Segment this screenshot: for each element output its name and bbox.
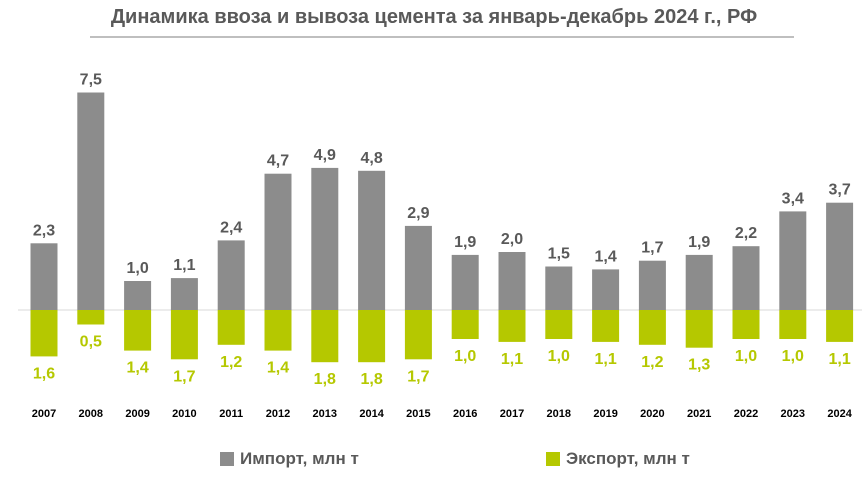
import-bar (451, 254, 479, 310)
import-bar (779, 211, 807, 310)
import-bar (592, 269, 620, 310)
x-tick-label: 2010 (172, 408, 196, 420)
export-value-label: 1,8 (314, 371, 336, 388)
legend-export: Экспорт, млн т (546, 449, 690, 469)
export-value-label: 1,0 (454, 348, 476, 365)
export-value-label: 1,7 (173, 368, 195, 385)
export-value-label: 1,0 (735, 348, 757, 365)
export-value-label: 1,3 (688, 357, 710, 374)
x-tick-label: 2017 (500, 408, 524, 420)
import-bar (170, 278, 198, 310)
import-value-label: 2,2 (735, 225, 757, 242)
export-bar (217, 310, 245, 345)
export-bar (358, 310, 386, 363)
legend-import: Импорт, млн т (220, 449, 359, 469)
import-bar (217, 240, 245, 310)
export-value-label: 1,7 (407, 368, 429, 385)
x-tick-label: 2009 (125, 408, 149, 420)
import-bar (77, 92, 105, 310)
export-value-label: 1,2 (641, 354, 663, 371)
chart-title: Динамика ввоза и вывоза цемента за январ… (110, 6, 758, 28)
import-value-label: 1,4 (594, 248, 616, 265)
import-bar (732, 246, 760, 310)
export-bar (404, 310, 432, 360)
export-bar (124, 310, 152, 351)
x-tick-label: 2024 (827, 408, 852, 420)
x-tick-label: 2020 (640, 408, 664, 420)
export-bar (638, 310, 666, 345)
import-bar (826, 202, 854, 310)
import-value-label: 1,0 (126, 260, 148, 277)
export-value-label: 1,4 (126, 360, 148, 377)
export-value-label: 1,8 (360, 371, 382, 388)
export-value-label: 0,5 (80, 334, 102, 351)
import-value-label: 1,1 (173, 257, 195, 274)
import-bar (124, 281, 152, 310)
x-tick-label: 2018 (547, 408, 571, 420)
export-bar (826, 310, 854, 342)
title-underline (90, 36, 794, 38)
import-value-label: 4,7 (267, 153, 289, 170)
x-tick-label: 2015 (406, 408, 430, 420)
export-value-label: 1,1 (828, 351, 850, 368)
import-value-label: 2,9 (407, 205, 429, 222)
import-value-label: 7,5 (80, 72, 102, 89)
x-tick-label: 2021 (687, 408, 711, 420)
x-tick-label: 2022 (734, 408, 758, 420)
export-value-label: 1,1 (501, 351, 523, 368)
export-bar (30, 310, 58, 357)
import-value-label: 4,8 (360, 150, 382, 167)
import-bar (685, 254, 713, 310)
x-tick-label: 2023 (781, 408, 805, 420)
x-tick-label: 2007 (32, 408, 56, 420)
x-tick-label: 2014 (359, 408, 384, 420)
x-tick-label: 2008 (79, 408, 103, 420)
x-tick-label: 2012 (266, 408, 290, 420)
export-value-label: 1,0 (782, 348, 804, 365)
export-bar (451, 310, 479, 339)
export-bar (732, 310, 760, 339)
export-value-label: 1,4 (267, 360, 289, 377)
legend-export-label: Экспорт, млн т (566, 449, 690, 468)
import-value-label: 1,7 (641, 240, 663, 257)
export-value-label: 1,1 (594, 351, 616, 368)
import-bar (264, 173, 292, 310)
legend-export-swatch (546, 452, 560, 466)
import-bar (638, 260, 666, 310)
export-bar (779, 310, 807, 339)
export-value-label: 1,0 (548, 348, 570, 365)
import-value-label: 2,4 (220, 219, 242, 236)
export-bar (264, 310, 292, 351)
import-value-label: 1,9 (454, 234, 476, 251)
import-bar (358, 170, 386, 310)
export-bar (592, 310, 620, 342)
import-value-label: 2,0 (501, 231, 523, 248)
legend-import-swatch (220, 452, 234, 466)
export-value-label: 1,6 (33, 365, 55, 382)
export-bar (545, 310, 573, 339)
export-bar (311, 310, 339, 363)
import-bar (404, 225, 432, 310)
import-value-label: 1,9 (688, 234, 710, 251)
export-bar (498, 310, 526, 342)
export-bar (685, 310, 713, 348)
import-bar (498, 252, 526, 310)
legend-import-label: Импорт, млн т (240, 449, 359, 468)
import-value-label: 4,9 (314, 147, 336, 164)
import-value-label: 3,4 (782, 190, 804, 207)
import-value-label: 2,3 (33, 222, 55, 239)
x-tick-label: 2011 (219, 408, 243, 420)
export-bar (170, 310, 198, 360)
import-bar (311, 167, 339, 310)
x-tick-label: 2013 (313, 408, 337, 420)
x-tick-label: 2016 (453, 408, 477, 420)
import-bar (30, 243, 58, 310)
import-bar (545, 266, 573, 310)
export-bar (77, 310, 105, 325)
x-tick-label: 2019 (593, 408, 617, 420)
import-value-label: 3,7 (828, 182, 850, 199)
export-value-label: 1,2 (220, 354, 242, 371)
import-value-label: 1,5 (548, 246, 570, 263)
